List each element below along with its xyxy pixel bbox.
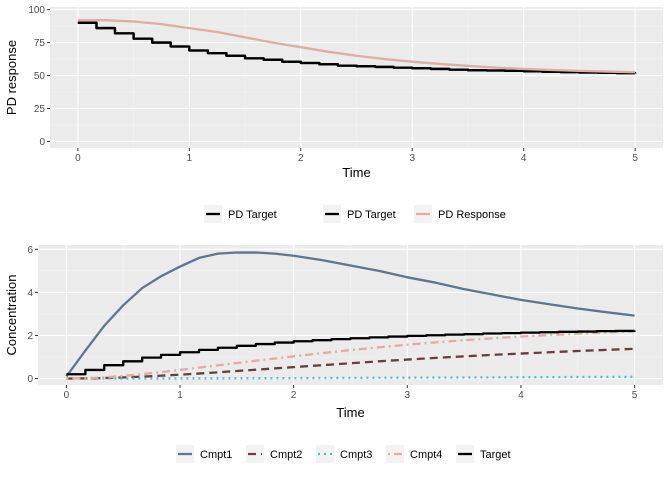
- legend: PD Target PD Target PD Response: [204, 205, 506, 223]
- x-axis-title: Time: [336, 405, 364, 420]
- legend-item: Cmpt2: [246, 445, 302, 463]
- series-line: [65, 251, 635, 378]
- legend-item: Cmpt3: [316, 445, 372, 463]
- x-tick-label: 0: [75, 153, 81, 164]
- x-tick-label: 5: [632, 153, 638, 164]
- legend-item: Cmpt1: [176, 445, 232, 463]
- y-tick-label: 0: [39, 137, 45, 148]
- y-tick-label: 75: [34, 38, 46, 49]
- legend-item: PD Target: [323, 205, 396, 223]
- x-tick-label: 3: [405, 390, 411, 401]
- series-line: [66, 329, 636, 376]
- legend-item: PD Response: [414, 205, 506, 223]
- x-axis-title: Time: [342, 165, 370, 180]
- series-line: [77, 21, 637, 75]
- legend: Cmpt1 Cmpt2 Cmpt3 Cmpt4 Target: [176, 445, 511, 463]
- legend-item: Target: [456, 445, 511, 463]
- y-axis-title: PD response: [4, 40, 19, 115]
- legend-label: Cmpt4: [410, 449, 442, 461]
- x-tick-label: 2: [291, 390, 297, 401]
- y-tick-label: 2: [27, 331, 33, 342]
- x-tick-label: 3: [409, 153, 415, 164]
- legend-label: PD Target: [347, 209, 396, 221]
- y-tick-label: 25: [34, 104, 46, 115]
- legend-item: Cmpt4: [386, 445, 442, 463]
- x-tick-label: 2: [298, 153, 304, 164]
- legend-label: PD Target: [228, 209, 277, 221]
- y-tick-label: 4: [27, 288, 33, 299]
- legend-label: PD Response: [438, 209, 506, 221]
- legend-label: Cmpt2: [270, 449, 302, 461]
- x-tick-label: 5: [632, 390, 638, 401]
- legend-label: Cmpt1: [200, 449, 232, 461]
- x-tick-label: 1: [187, 153, 193, 164]
- y-tick-label: 100: [28, 5, 45, 16]
- y-axis-title: Concentration: [4, 275, 19, 356]
- series-line: [77, 19, 636, 74]
- x-tick-label: 0: [64, 390, 70, 401]
- x-tick-label: 1: [177, 390, 183, 401]
- legend-label: Cmpt3: [340, 449, 372, 461]
- y-tick-label: 0: [27, 374, 33, 385]
- legend-item: PD Target: [204, 205, 277, 223]
- y-tick-label: 6: [27, 245, 33, 256]
- x-tick-label: 4: [521, 153, 527, 164]
- series-line: [66, 347, 635, 380]
- legend-label: Target: [480, 449, 511, 461]
- series-line: [66, 330, 635, 380]
- y-tick-label: 50: [34, 71, 46, 82]
- x-tick-label: 4: [518, 390, 524, 401]
